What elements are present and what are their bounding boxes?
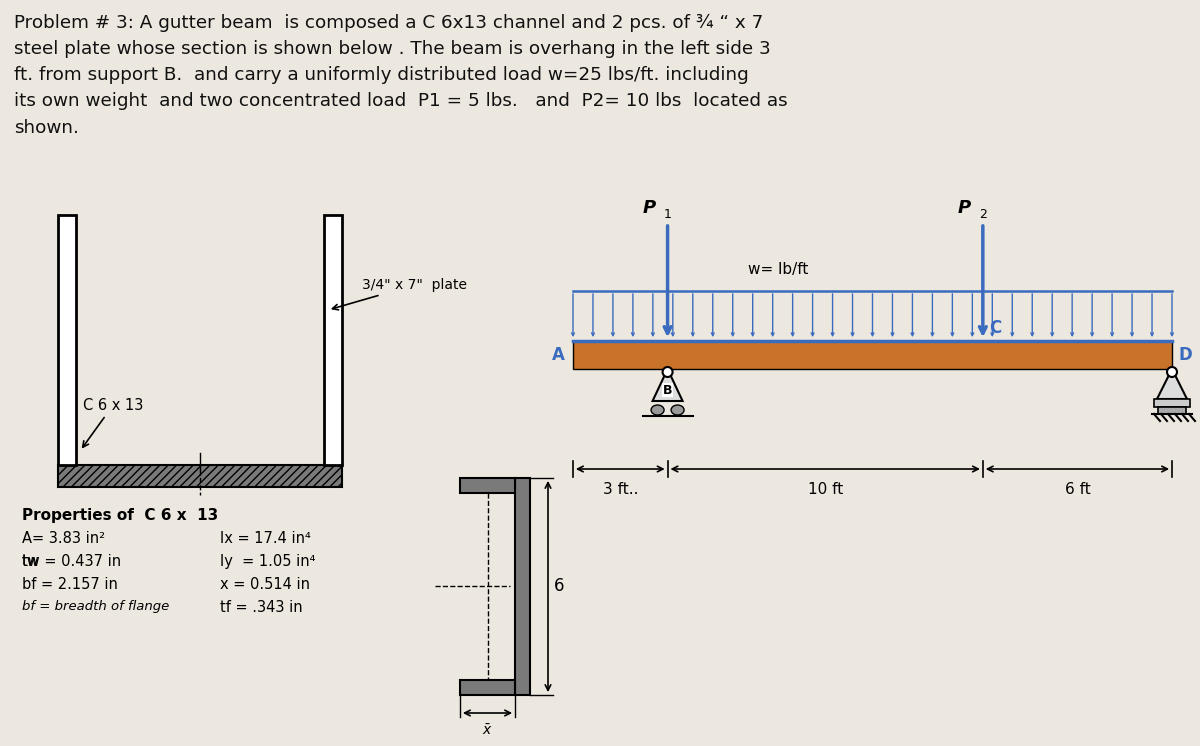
Bar [324,437,342,465]
Polygon shape [653,369,683,401]
Circle shape [1166,367,1177,377]
Text: tw: tw [22,554,40,569]
Bar [515,478,530,695]
Bar [574,341,1172,369]
Text: P: P [958,199,971,217]
Text: bf = breadth of flange: bf = breadth of flange [22,600,169,613]
Text: 10 ft: 10 ft [808,482,842,497]
Bar [58,437,76,465]
Text: 6 ft: 6 ft [1064,482,1091,497]
Text: C: C [989,319,1001,337]
Bar [1158,407,1186,414]
Ellipse shape [671,405,684,415]
Bar [460,680,515,695]
Text: tw = 0.437 in: tw = 0.437 in [22,554,121,569]
Text: B: B [662,383,672,397]
Bar [58,465,342,487]
Text: tf = .343 in: tf = .343 in [220,600,302,615]
Bar [58,215,76,465]
Text: 3/4" x 7"  plate: 3/4" x 7" plate [332,278,467,310]
Text: D: D [1178,346,1192,364]
Text: P: P [642,199,655,217]
Text: 6: 6 [554,577,564,595]
Text: w= lb/ft: w= lb/ft [748,262,808,277]
Ellipse shape [652,405,664,415]
Text: Iy  = 1.05 in⁴: Iy = 1.05 in⁴ [220,554,316,569]
Circle shape [662,367,672,377]
Bar [1154,399,1190,407]
Text: Properties of  C 6 x  13: Properties of C 6 x 13 [22,508,218,523]
Text: Problem # 3: A gutter beam  is composed a C 6x13 channel and 2 pcs. of ¾ “ x 7
s: Problem # 3: A gutter beam is composed a… [14,14,787,137]
Text: Ix = 17.4 in⁴: Ix = 17.4 in⁴ [220,531,311,546]
Bar [460,478,515,493]
Text: 1: 1 [664,208,672,221]
Text: C 6 x 13: C 6 x 13 [83,398,143,448]
Text: $\bar{x}$: $\bar{x}$ [481,723,492,738]
Text: A= 3.83 in²: A= 3.83 in² [22,531,106,546]
Polygon shape [1157,369,1187,399]
Text: bf = 2.157 in: bf = 2.157 in [22,577,118,592]
Text: A: A [552,346,565,364]
Text: x = 0.514 in: x = 0.514 in [220,577,310,592]
Text: 3 ft..: 3 ft.. [602,482,638,497]
Bar [324,215,342,465]
Text: 2: 2 [979,208,986,221]
